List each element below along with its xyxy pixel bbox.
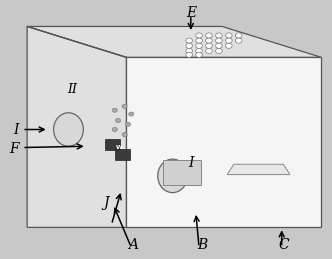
Circle shape: [225, 33, 232, 38]
Text: F: F: [9, 142, 19, 156]
Circle shape: [206, 33, 212, 38]
Circle shape: [196, 48, 203, 54]
Ellipse shape: [158, 159, 188, 193]
Bar: [163, 160, 201, 185]
Circle shape: [112, 108, 118, 112]
Circle shape: [235, 38, 242, 43]
Circle shape: [186, 52, 193, 57]
Circle shape: [225, 38, 232, 43]
Circle shape: [206, 38, 212, 43]
Circle shape: [196, 38, 203, 43]
Circle shape: [225, 43, 232, 48]
Circle shape: [196, 52, 203, 57]
Circle shape: [125, 122, 130, 126]
Circle shape: [215, 48, 222, 54]
Ellipse shape: [53, 113, 83, 146]
Bar: [105, 139, 120, 150]
Circle shape: [186, 43, 193, 48]
Text: II: II: [67, 83, 77, 96]
Polygon shape: [126, 57, 321, 227]
Polygon shape: [27, 26, 321, 57]
Circle shape: [196, 33, 203, 38]
Text: J: J: [104, 196, 109, 210]
Text: W: W: [116, 145, 123, 150]
Circle shape: [186, 38, 193, 43]
Circle shape: [116, 118, 121, 123]
Circle shape: [206, 48, 212, 54]
Text: C: C: [278, 238, 289, 252]
Circle shape: [215, 43, 222, 48]
Circle shape: [122, 133, 127, 137]
Circle shape: [186, 48, 193, 54]
Circle shape: [215, 38, 222, 43]
Circle shape: [206, 43, 212, 48]
Text: A: A: [128, 238, 138, 252]
Bar: [115, 149, 129, 160]
Circle shape: [122, 104, 127, 108]
Text: B: B: [197, 238, 208, 252]
Circle shape: [112, 127, 118, 132]
Circle shape: [196, 43, 203, 48]
Text: I: I: [13, 123, 19, 136]
Polygon shape: [27, 26, 126, 227]
Circle shape: [215, 33, 222, 38]
Circle shape: [235, 33, 242, 38]
Circle shape: [128, 112, 134, 116]
Polygon shape: [227, 164, 290, 175]
Text: I: I: [188, 156, 194, 170]
Text: E: E: [186, 6, 196, 20]
